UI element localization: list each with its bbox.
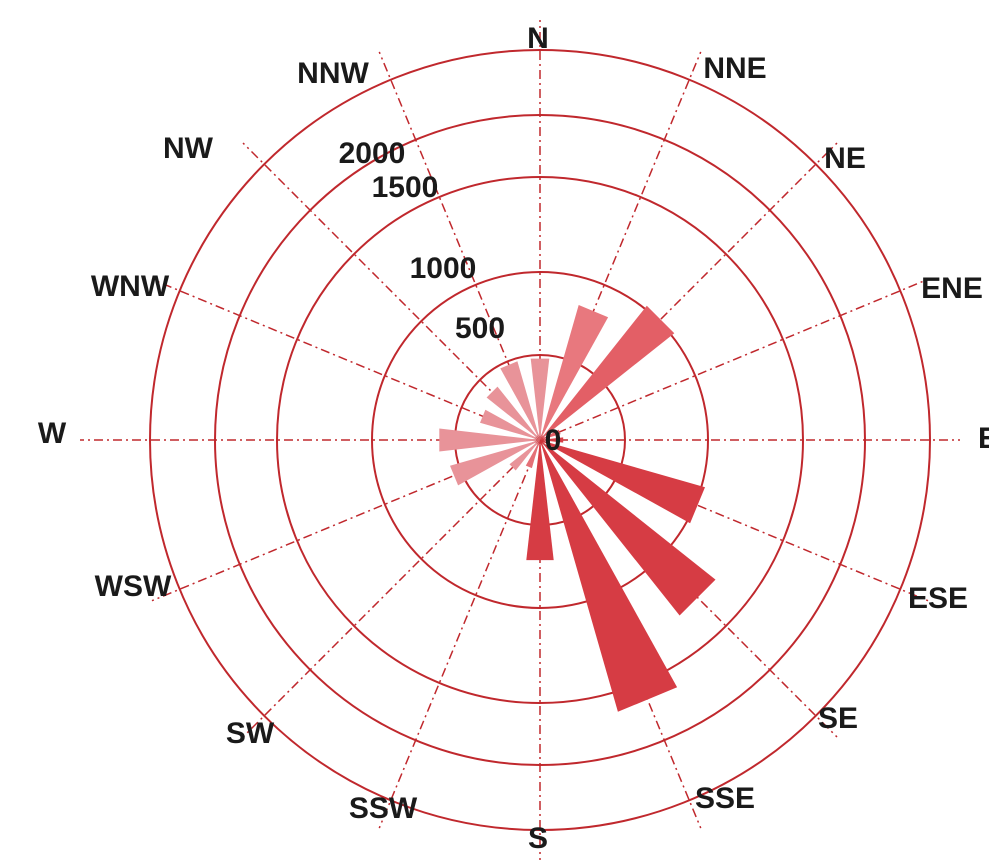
direction-label-ene: ENE: [921, 272, 983, 305]
tick-label-1000: 1000: [410, 252, 477, 285]
petal-sse: [540, 440, 678, 712]
spoke-ene: [539, 278, 929, 441]
gridline-ring-2: [371, 271, 709, 609]
gridline-ring-3: [276, 176, 804, 704]
direction-label-sw: SW: [226, 717, 275, 750]
petal-wsw: [450, 440, 540, 486]
direction-label-wsw: WSW: [95, 570, 172, 603]
petal-wnw: [480, 409, 540, 440]
direction-label-nnw: NNW: [297, 57, 369, 90]
petal-ese: [540, 440, 705, 524]
petal-nne: [540, 305, 609, 440]
petal-s: [526, 440, 554, 561]
petal-e: [540, 437, 564, 443]
tick-label-2000: 2000: [339, 137, 406, 170]
direction-label-nw: NW: [163, 132, 214, 165]
direction-label-e: E: [978, 422, 989, 455]
direction-label-ne: NE: [824, 142, 866, 175]
petal-sw: [509, 440, 540, 471]
petal-nw: [486, 386, 540, 440]
direction-label-ssw: SSW: [349, 792, 418, 825]
petal-n: [530, 358, 550, 440]
direction-label-sse: SSE: [695, 782, 755, 815]
direction-label-ese: ESE: [908, 582, 968, 615]
tick-label-1500: 1500: [372, 171, 439, 204]
direction-label-s: S: [528, 822, 548, 855]
tick-label-500: 500: [455, 312, 505, 345]
spoke-nw: [242, 142, 541, 441]
direction-label-w: W: [38, 417, 67, 450]
tick-label-0: 0: [545, 424, 562, 457]
petal-ene: [540, 429, 561, 440]
spoke-ssw: [378, 439, 541, 829]
direction-label-nne: NNE: [703, 52, 766, 85]
gridline-ring-5: [149, 49, 931, 831]
petal-nnw: [500, 361, 540, 440]
spoke-wnw: [151, 278, 541, 441]
direction-label-wnw: WNW: [91, 270, 170, 303]
petals: [439, 305, 716, 712]
direction-label-se: SE: [818, 702, 858, 735]
direction-label-n: N: [527, 22, 549, 55]
direction-labels: N NNE NE ENE E ESE SE SSE S SSW SW WSW W WNW NW NNW: [38, 22, 989, 855]
petal-ssw: [525, 440, 540, 469]
petal-ne: [540, 305, 675, 440]
petal-w: [439, 428, 540, 452]
petal-se: [540, 440, 716, 616]
spoke-sw: [242, 439, 541, 738]
